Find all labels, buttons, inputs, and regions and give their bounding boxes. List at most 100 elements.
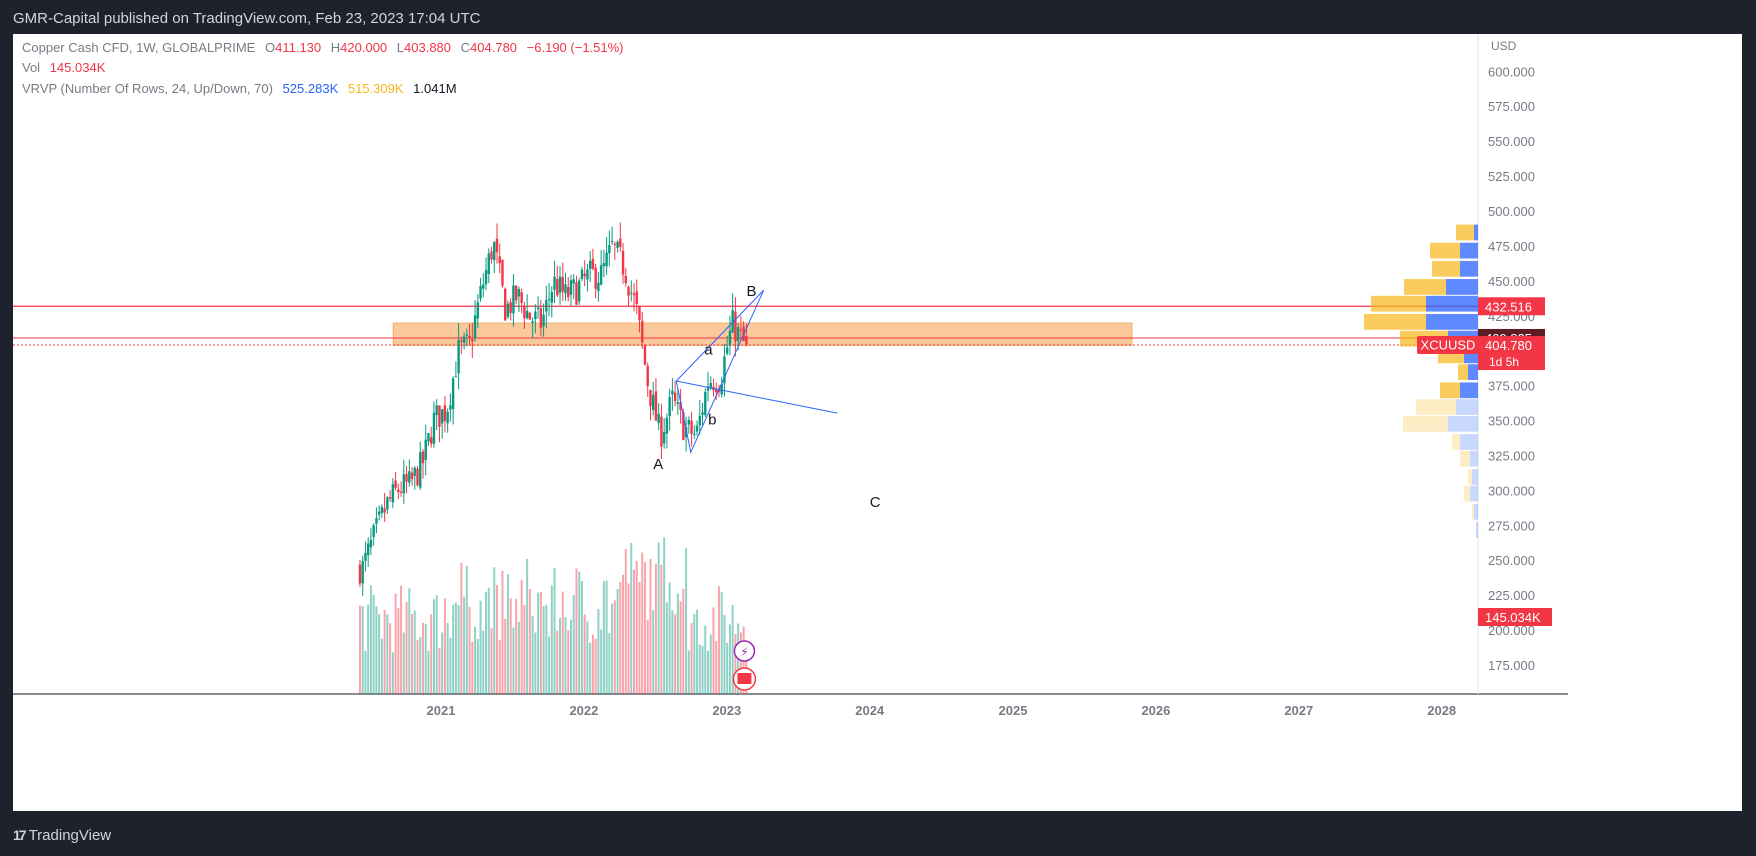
candle-body bbox=[556, 278, 559, 296]
candle-body bbox=[369, 539, 373, 548]
candle-body bbox=[479, 285, 482, 299]
volume-bar bbox=[696, 609, 699, 694]
candle-body bbox=[564, 284, 567, 294]
price-chart[interactable]: Aa b B C ⚡ USD 600.000 575.000 550.000 525.000 5… bbox=[13, 34, 1742, 811]
candle-body bbox=[460, 340, 463, 342]
candle-body bbox=[525, 310, 529, 319]
volume-bar bbox=[559, 618, 562, 694]
currency-label: USD bbox=[1491, 39, 1517, 53]
volume-bar bbox=[528, 589, 531, 694]
volume-bar bbox=[383, 609, 386, 694]
price-tick-label: 375.000 bbox=[1488, 379, 1535, 394]
volume-bar bbox=[687, 650, 690, 694]
vrvp-down-row bbox=[1460, 450, 1470, 467]
legend-low: 403.880 bbox=[404, 40, 452, 55]
legend-vrvp-up: 525.283K bbox=[282, 81, 339, 96]
legend-change: −6.190 (−1.51%) bbox=[526, 40, 624, 55]
candle-body bbox=[720, 384, 723, 395]
candle-body bbox=[698, 415, 701, 426]
vrvp-down-row bbox=[1364, 313, 1426, 330]
vrvp-up-row bbox=[1426, 313, 1478, 330]
volume-bar bbox=[726, 642, 729, 694]
volume-bar bbox=[679, 601, 682, 694]
vrvp-up-row bbox=[1460, 434, 1478, 450]
price-tick-label: 600.000 bbox=[1488, 64, 1535, 79]
volume-bar bbox=[723, 614, 726, 694]
volume-bar bbox=[501, 570, 504, 694]
symbol-tag bbox=[1417, 336, 1479, 355]
candle-body bbox=[723, 356, 726, 384]
volume-bar bbox=[520, 579, 523, 694]
price-tag bbox=[1478, 297, 1545, 316]
volume-bar bbox=[704, 625, 707, 694]
volume-bar bbox=[463, 596, 466, 694]
candle-body bbox=[523, 306, 526, 319]
vrvp-down-row bbox=[1430, 242, 1460, 259]
volume-bar bbox=[671, 610, 674, 694]
volume-bar bbox=[419, 637, 422, 694]
volume-bar bbox=[523, 605, 526, 694]
candle-body bbox=[649, 389, 652, 407]
candle-body bbox=[588, 260, 592, 269]
volume-bar bbox=[380, 638, 383, 694]
lightning-glyph: ⚡ bbox=[740, 645, 748, 659]
time-tick-label: 2024 bbox=[855, 703, 885, 718]
candle-body bbox=[383, 508, 386, 513]
candle-body bbox=[569, 280, 573, 295]
volume-bar bbox=[471, 641, 474, 694]
candle-body bbox=[517, 289, 521, 297]
volume-bar bbox=[635, 560, 638, 694]
candle-body bbox=[690, 420, 693, 434]
price-tick-label: 350.000 bbox=[1488, 414, 1535, 429]
vrvp-up-row bbox=[1460, 260, 1478, 277]
candle-body bbox=[482, 284, 485, 289]
candle-body bbox=[468, 335, 471, 338]
vrvp-up-row bbox=[1468, 364, 1478, 381]
legend-close: 404.780 bbox=[470, 40, 518, 55]
candle-body bbox=[484, 270, 488, 285]
volume-bar bbox=[534, 632, 537, 694]
legend-vrvp-total: 1.041M bbox=[413, 81, 457, 96]
candle-body bbox=[679, 402, 682, 410]
candle-body bbox=[430, 437, 433, 444]
candle-body bbox=[621, 250, 625, 275]
candle-body bbox=[545, 299, 548, 312]
candle-body bbox=[613, 243, 617, 245]
candle-body bbox=[665, 417, 669, 434]
candle-body bbox=[586, 269, 589, 280]
candle-body bbox=[619, 238, 622, 247]
candle-body bbox=[405, 474, 408, 482]
volume-bar bbox=[364, 650, 367, 694]
volume-bar bbox=[685, 548, 688, 694]
candle-body bbox=[736, 327, 740, 341]
candle-body bbox=[490, 251, 493, 260]
volume-bar bbox=[734, 634, 737, 694]
wave-label: A bbox=[653, 456, 663, 473]
volume-bar bbox=[693, 613, 696, 694]
volume-bar bbox=[676, 593, 679, 694]
price-tick-label: 575.000 bbox=[1488, 99, 1535, 114]
volume-bar bbox=[564, 617, 567, 694]
volume-bar bbox=[504, 618, 507, 694]
candle-body bbox=[597, 282, 600, 292]
volume-bar bbox=[372, 594, 375, 694]
candle-body bbox=[493, 242, 496, 261]
wave-label: a bbox=[704, 341, 713, 358]
candle-body bbox=[506, 303, 510, 317]
volume-bar bbox=[378, 614, 381, 694]
price-tick-label: 500.000 bbox=[1488, 204, 1535, 219]
candle-body bbox=[662, 431, 666, 444]
volume-bar bbox=[402, 632, 405, 694]
time-tick-label: 2022 bbox=[569, 703, 598, 718]
resistance-zone bbox=[392, 322, 1133, 346]
candle-body bbox=[528, 312, 532, 320]
candle-body bbox=[646, 365, 649, 387]
volume-bar bbox=[591, 634, 594, 694]
volume-bar bbox=[465, 565, 468, 694]
candle-body bbox=[709, 383, 712, 388]
vrvp-up-row bbox=[1446, 279, 1478, 295]
candle-body bbox=[734, 311, 737, 342]
candle-body bbox=[547, 299, 551, 301]
price-tick-label: 525.000 bbox=[1488, 169, 1535, 184]
candle-body bbox=[386, 497, 389, 510]
